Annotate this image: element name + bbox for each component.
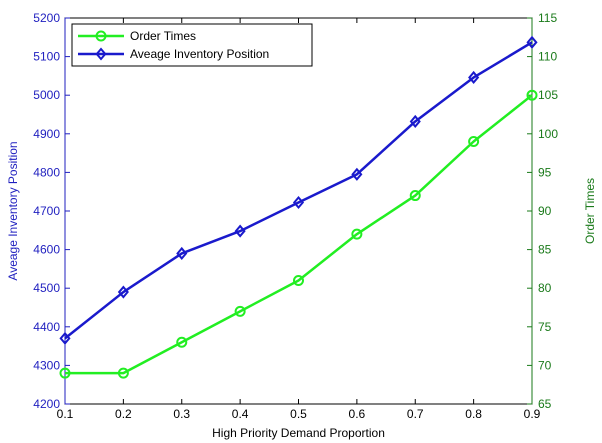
inventory-position-point [526, 35, 538, 49]
inventory-position-point [176, 246, 188, 261]
right-y-tick-label: 65 [538, 397, 552, 411]
left-y-tick-label: 4400 [33, 320, 60, 334]
inventory-position-series [59, 35, 538, 345]
order-times-point [526, 89, 538, 101]
x-tick-label: 0.6 [349, 407, 366, 421]
legend-label: Order Times [130, 29, 196, 43]
order-times-point [468, 136, 480, 148]
left-y-tick-label: 4200 [33, 397, 60, 411]
inventory-position-point [409, 114, 421, 128]
right-y-tick-label: 70 [538, 358, 552, 372]
legend-box [71, 23, 313, 67]
inventory-position-line [64, 41, 533, 340]
right-y-tick-label: 110 [538, 50, 557, 64]
right-y-tick-label: 85 [538, 243, 552, 257]
left-y-tick-label: 4500 [33, 281, 60, 295]
x-tick-label: 0.4 [232, 407, 249, 421]
order-times-line [65, 94, 533, 375]
x-tick-label: 0.9 [524, 407, 541, 421]
order-times-point [59, 367, 71, 379]
order-times-point [293, 274, 304, 286]
x-tick-label: 0.3 [173, 407, 190, 421]
inventory-position-point [234, 224, 246, 238]
right-y-tick-label: 75 [538, 320, 552, 334]
legend: Order Times Aveage Inventory Position [71, 23, 313, 67]
left-y-tick-label: 4900 [33, 127, 60, 141]
left-y-tick-label: 5100 [33, 50, 60, 64]
plot-area-frame [64, 17, 533, 405]
legend-marker [95, 30, 107, 42]
inventory-position-point [468, 70, 480, 84]
x-tick-label: 0.5 [290, 407, 307, 421]
left-y-tick-label: 5200 [33, 11, 60, 25]
order-times-series [59, 89, 538, 379]
order-times-point [176, 336, 188, 348]
legend-label: Aveage Inventory Position [130, 47, 269, 61]
left-y-tick-label: 4600 [33, 243, 60, 257]
right-y-tick-label: 100 [538, 127, 558, 141]
right-y-axis-title: Order Times [583, 178, 597, 244]
left-y-axis-title: Aveage Inventory Position [6, 141, 20, 280]
x-axis-title: High Priority Demand Proportion [212, 426, 385, 440]
legend-marker [95, 47, 107, 61]
order-times-point [409, 190, 421, 202]
inventory-position-point [117, 285, 129, 299]
inventory-position-point [59, 331, 71, 345]
order-times-point [117, 367, 129, 379]
right-y-tick-label: 80 [538, 281, 552, 295]
axes: 0.1 0.2 0.3 0.4 0.5 0.6 0.7 0.8 0.9 4200 4300 4400 4… [6, 11, 597, 440]
order-times-point [234, 305, 246, 317]
left-y-tick-label: 4800 [33, 165, 60, 179]
right-y-tick-label: 95 [538, 165, 552, 179]
series-layer [59, 35, 538, 379]
right-y-tick-label: 105 [538, 88, 558, 102]
x-tick-label: 0.2 [115, 407, 132, 421]
inventory-position-point [351, 167, 363, 181]
inventory-position-point [292, 195, 305, 210]
x-tick-label: 0.1 [57, 407, 74, 421]
left-y-tick-label: 4300 [33, 358, 60, 372]
order-times-point [351, 228, 363, 240]
x-tick-label: 0.8 [465, 407, 482, 421]
left-y-tick-label: 4700 [33, 204, 60, 218]
x-tick-label: 0.7 [407, 407, 424, 421]
left-y-tick-label: 5000 [33, 88, 60, 102]
right-y-tick-label: 115 [538, 11, 557, 25]
right-y-tick-label: 90 [538, 204, 552, 218]
